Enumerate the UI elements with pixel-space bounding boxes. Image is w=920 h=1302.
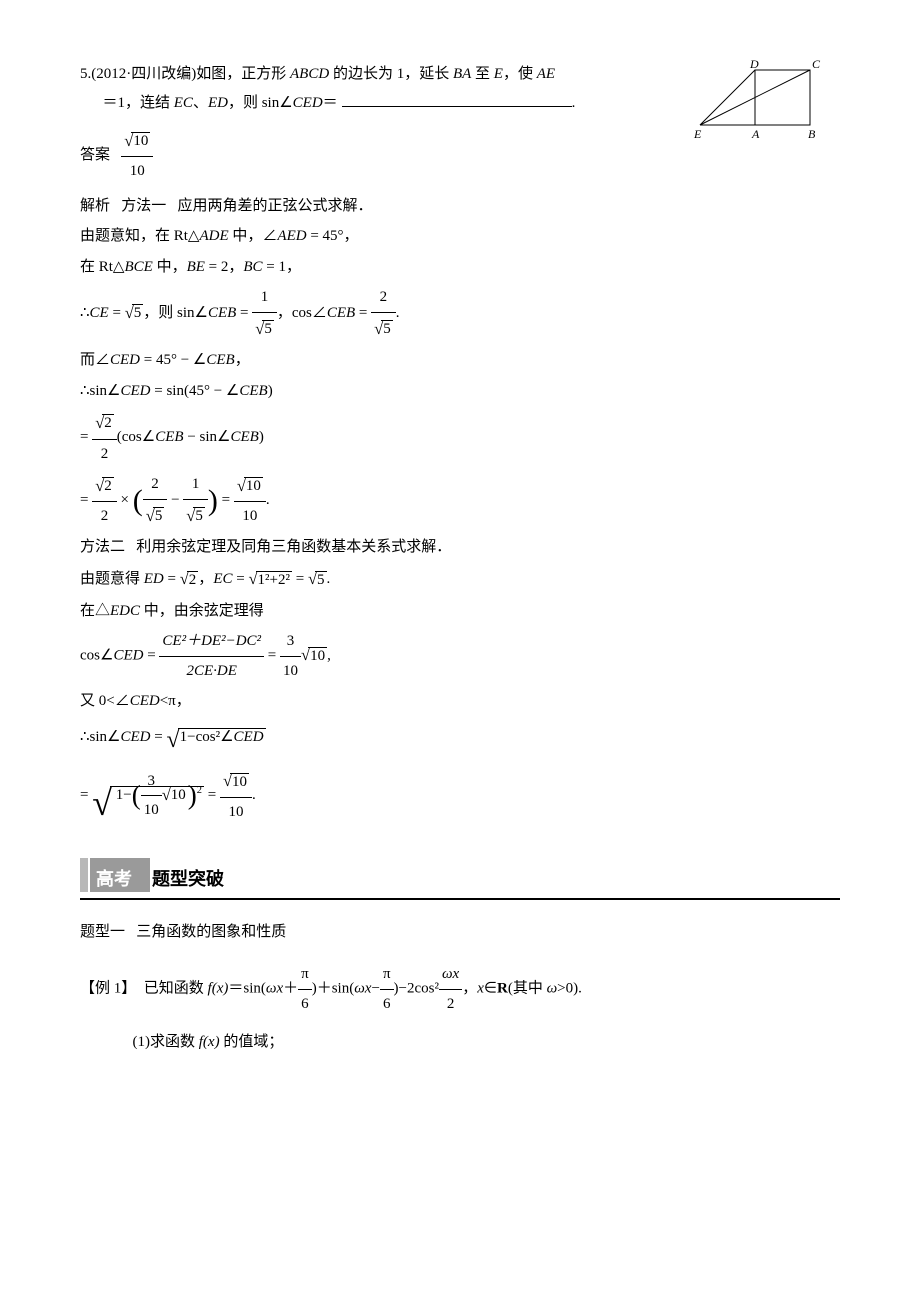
sol-line9: 在△EDC 中，由余弦定理得	[80, 597, 840, 626]
sol-line3: ∴CE = 5，则 sin∠CEB = 15，cos∠CEB = 25.	[80, 283, 840, 344]
example-label: 【例 1】	[80, 981, 136, 997]
sol-line5: ∴sin∠CED = sin(45° − ∠CEB)	[80, 377, 840, 406]
sol-line1: 由题意知，在 Rt△ADE 中，∠AED = 45°，	[80, 222, 840, 251]
answer-label: 答案	[80, 147, 110, 163]
problem-5: D C E A B 5.(2012·四川改编)如图，正方形 ABCD 的边长为 …	[80, 60, 840, 838]
section-banner: 高考 题型突破	[80, 858, 840, 892]
sol-line6: = 22(cos∠CEB − sin∠CEB)	[80, 407, 840, 468]
solution-header: 解析 方法一 应用两角差的正弦公式求解．	[80, 192, 840, 221]
banner-title-1: 高考	[96, 862, 132, 896]
method2-desc: 利用余弦定理及同角三角函数基本关系式求解．	[136, 539, 451, 555]
method2-header: 方法二 利用余弦定理及同角三角函数基本关系式求解．	[80, 533, 840, 562]
sol-line13: = 1−(31010)2 = 1010.	[80, 765, 840, 837]
sol-line11: 又 0<∠CED<π，	[80, 687, 840, 716]
label-A: A	[751, 127, 760, 141]
sol-line12: ∴sin∠CED = 1−cos²∠CED	[80, 718, 840, 764]
topic-title: 三角函数的图象和性质	[136, 924, 286, 940]
banner-title-2: 题型突破	[152, 862, 224, 896]
solution-label: 解析	[80, 198, 110, 214]
example-1-q1: (1)求函数 f(x) 的值域；	[133, 1028, 841, 1057]
answer-blank	[342, 106, 572, 107]
sol-line2: 在 Rt△BCE 中，BE = 2，BC = 1，	[80, 253, 840, 282]
problem-source: (2012·四川改编)	[91, 66, 196, 82]
label-E: E	[693, 127, 702, 141]
example-1: 【例 1】 已知函数 f(x)＝sin(ωx＋π6)＋sin(ωx−π6)−2c…	[80, 960, 840, 1018]
banner-accent-1	[80, 858, 88, 892]
answer-fraction: 10 10	[121, 125, 153, 186]
method1-label: 方法一	[121, 198, 166, 214]
method1-desc: 应用两角差的正弦公式求解．	[178, 198, 373, 214]
problem-number: 5.	[80, 66, 91, 82]
method2-label: 方法二	[80, 539, 125, 555]
sol-line7: = 22 × (25 − 15) = 1010.	[80, 470, 840, 531]
topic-row: 题型一 三角函数的图象和性质	[80, 918, 840, 947]
label-D: D	[749, 60, 759, 71]
sol-line4: 而∠CED = 45° − ∠CEB，	[80, 346, 840, 375]
sol-line10: cos∠CED = CE²＋DE²−DC²2CE·DE = 31010,	[80, 627, 840, 685]
banner-underline	[80, 898, 840, 900]
topic-label: 题型一	[80, 924, 125, 940]
geometry-figure: D C E A B	[680, 60, 830, 161]
sol-line8: 由题意得 ED = 2，EC = 1²+2² = 5.	[80, 563, 840, 594]
label-C: C	[812, 60, 821, 71]
square-diagram: D C E A B	[680, 60, 830, 150]
label-B: B	[808, 127, 816, 141]
